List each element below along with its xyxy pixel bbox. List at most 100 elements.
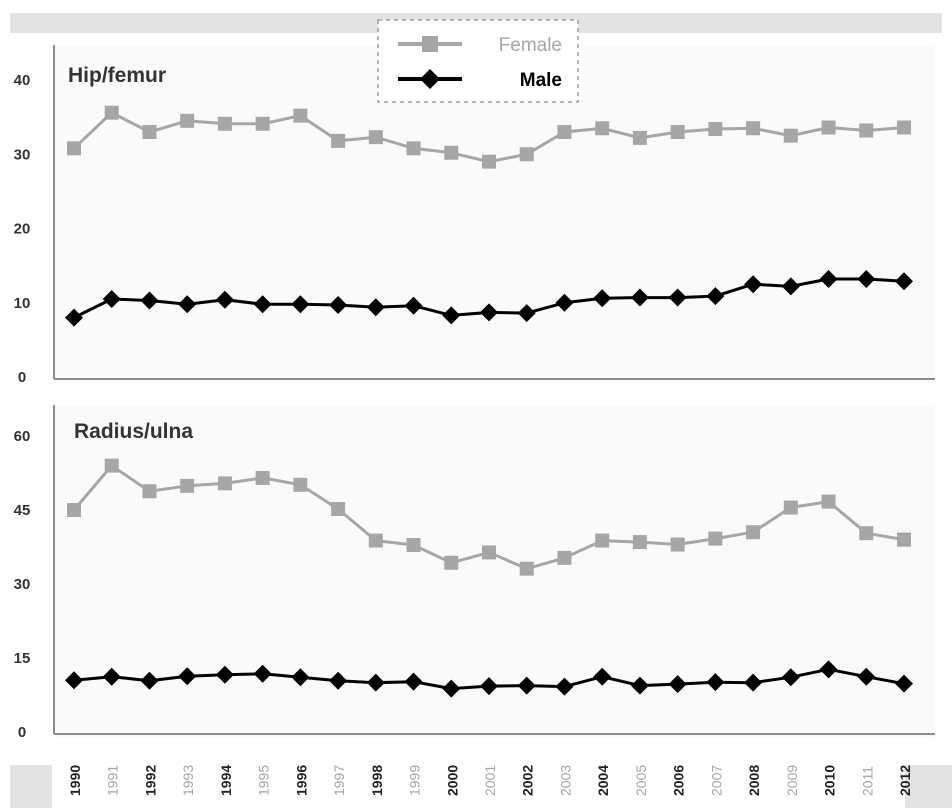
x-tick-label: 1991 [105,765,121,796]
data-point-male [819,269,838,288]
data-point-male [555,677,574,696]
x-tick-label: 2008 [746,765,762,796]
data-point-female [217,116,232,131]
data-point-female [406,141,421,156]
data-point-female [444,555,459,570]
y-tick-label: 45 [14,502,31,519]
data-point-female [859,123,874,138]
y-tick-label: 30 [14,576,31,593]
x-tick-labels: 1990 1991 1992 1993 1994 1995 1996 1997 1998 1999… [67,765,913,796]
data-point-male [668,288,687,307]
data-point-female [897,120,911,135]
data-point-female [180,478,195,493]
data-point-female [519,147,534,162]
data-point-male [442,306,461,325]
data-point-male [291,668,310,687]
data-point-female [67,141,81,156]
data-point-female [670,124,685,139]
data-point-male [329,671,348,690]
x-tick-label: 1990 [67,765,83,796]
data-point-female [595,121,610,136]
x-tick-label: 1995 [256,765,272,796]
legend-box [377,19,579,103]
data-point-male [593,289,612,308]
data-point-male [215,665,234,684]
legend-male-marker [420,69,440,89]
series-female [67,105,911,169]
data-point-female [482,545,496,560]
data-point-female [557,550,572,565]
series-female [67,458,911,576]
x-tick-label: 2007 [708,765,724,796]
data-point-male [517,304,536,323]
data-point-male [744,275,763,294]
data-point-male [555,293,574,312]
x-tick-label: 1992 [142,765,158,796]
data-point-male [895,272,913,291]
data-point-male [480,677,498,696]
data-point-female [293,108,308,123]
data-point-male [65,308,83,327]
x-tick-label: 1993 [180,765,196,796]
data-point-female [217,476,232,491]
x-tick-label: 1994 [218,765,234,796]
data-point-female [746,525,761,540]
chart-panel-hip-femur: 0 10 20 30 40 Hip/femur [14,45,935,386]
data-point-female [255,470,270,485]
data-point-male [857,667,876,686]
y-tick-label: 0 [18,369,26,386]
series-male [65,660,913,698]
data-point-male [291,295,310,314]
data-point-female [670,537,685,552]
data-point-female [368,533,383,548]
data-point-male [706,287,725,306]
data-point-male [517,676,536,695]
data-point-female [595,533,610,548]
data-point-male [102,290,121,309]
x-tick-label: 2012 [897,765,913,796]
data-point-female [331,133,346,148]
y-tick-label: 10 [14,295,31,312]
x-tick-label: 1996 [293,765,309,796]
data-point-female [406,538,421,553]
data-point-male [819,660,838,679]
data-point-male [366,673,385,692]
y-tick-label: 0 [18,724,26,741]
data-point-male [630,288,649,307]
chart-panel-radius-ulna: 0 15 30 45 60 Radius/ulna [14,405,935,741]
data-point-female [708,122,723,137]
data-point-female [482,154,496,169]
data-point-male [366,298,385,317]
data-point-female [180,113,195,128]
legend-female-marker [422,36,438,52]
data-point-male [781,668,800,687]
data-point-female [859,526,874,541]
data-point-female [293,477,308,492]
data-point-female [142,124,157,139]
panel-title: Hip/femur [68,64,166,87]
data-point-female [331,502,346,517]
data-point-female [746,121,761,136]
data-point-male [178,295,197,314]
data-point-male [253,664,272,683]
data-point-female [821,494,836,509]
data-point-male [215,290,234,309]
data-point-female [104,458,119,473]
x-tick-label: 2001 [482,765,498,796]
x-tick-label: 2005 [633,765,649,796]
legend: Female Male [377,19,579,103]
data-point-male [404,296,423,315]
data-point-male [65,671,83,690]
x-tick-label: 2010 [822,765,838,796]
x-tick-label: 1998 [369,765,385,796]
data-point-female [632,130,647,145]
data-point-female [444,145,459,160]
data-point-male [857,269,876,288]
x-tick-label: 2003 [557,765,573,796]
data-point-male [102,667,121,686]
series-male [65,269,913,327]
data-point-female [821,120,836,135]
data-point-female [783,500,798,515]
data-point-male [480,303,498,322]
